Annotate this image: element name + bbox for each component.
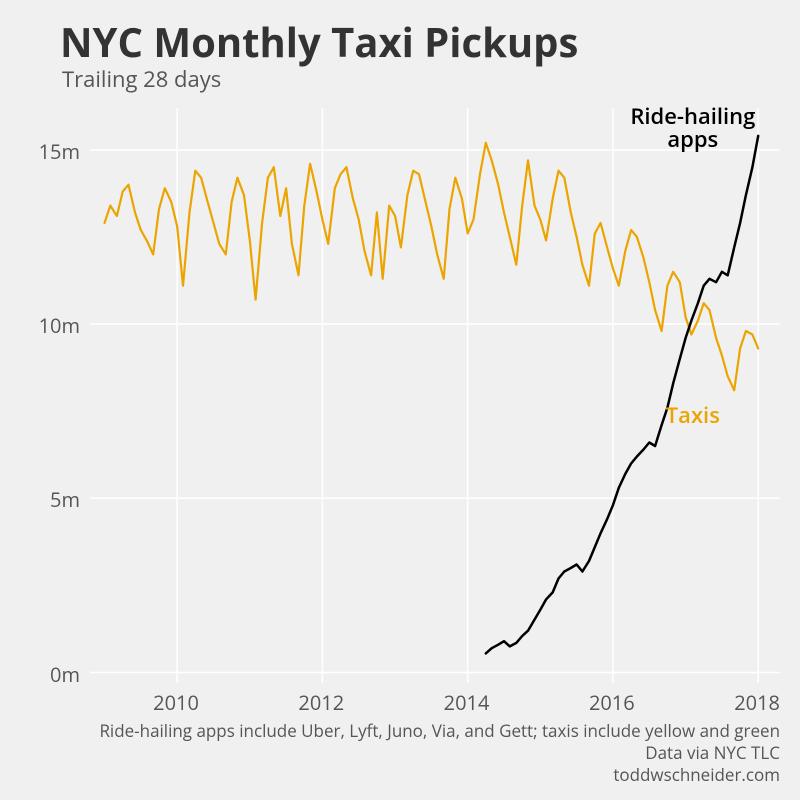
series-label-ridehailing: Ride-hailingapps [623, 105, 763, 151]
series-line-taxis [105, 143, 759, 390]
y-tick-label: 5m [50, 486, 80, 513]
x-tick-label: 2012 [298, 689, 344, 716]
chart-subtitle: Trailing 28 days [62, 64, 221, 94]
y-tick-label: 15m [39, 138, 80, 165]
footnote-line-1: Ride-hailing apps include Uber, Lyft, Ju… [99, 720, 780, 743]
x-tick-label: 2018 [734, 689, 780, 716]
chart-title: NYC Monthly Taxi Pickups [60, 14, 578, 69]
series-label-taxis: Taxis [623, 404, 763, 427]
y-tick-label: 10m [39, 312, 80, 339]
x-tick-label: 2016 [589, 689, 635, 716]
chart-container: NYC Monthly Taxi Pickups Trailing 28 day… [0, 0, 800, 800]
y-tick-label: 0m [50, 661, 80, 688]
x-tick-label: 2014 [444, 689, 490, 716]
plot-area [90, 108, 780, 683]
plot-svg [90, 108, 780, 683]
series-line-ridehail [486, 136, 758, 654]
footnote-source: toddwschneider.com [613, 764, 780, 787]
x-tick-label: 2010 [153, 689, 199, 716]
footnote-line-2: Data via NYC TLC [645, 742, 780, 765]
